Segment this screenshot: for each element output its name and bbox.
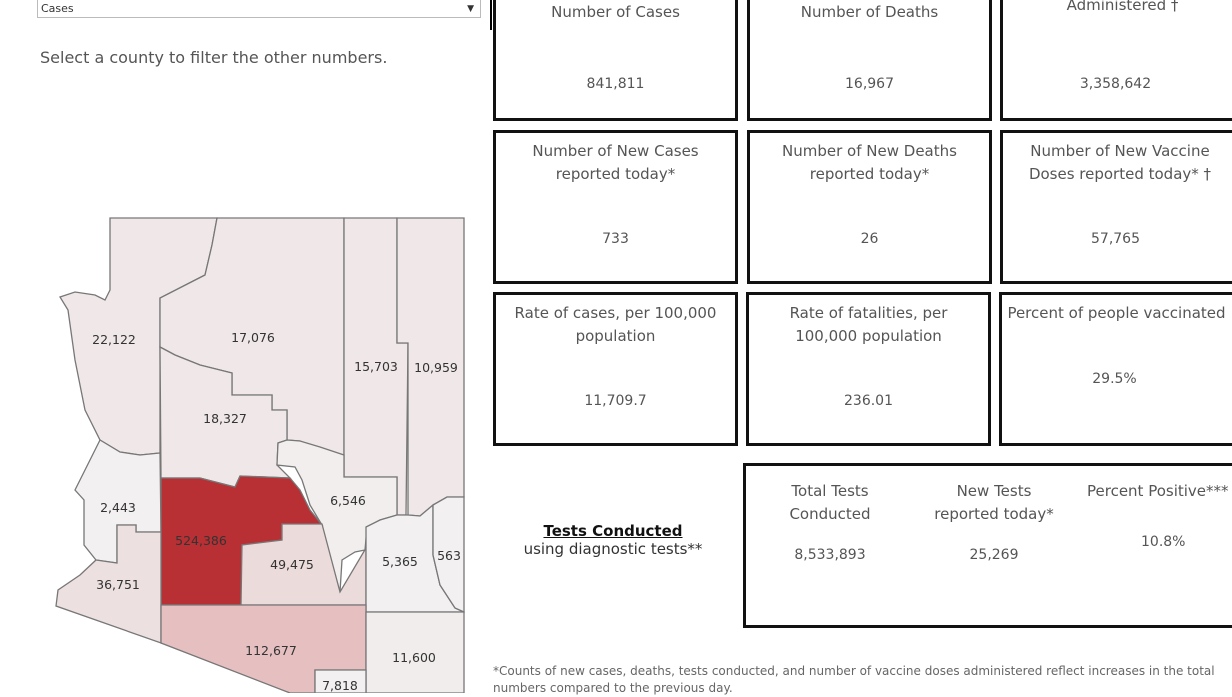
county-label: 15,703 (354, 359, 398, 374)
county-label: 2,443 (100, 500, 136, 515)
county-label: 36,751 (96, 577, 140, 592)
card-deaths: Number of Deaths 16,967 (747, 0, 992, 121)
card-vaccine-doses: Number of Vaccine Doses Administered †3,… (1000, 0, 1232, 121)
county-label: 49,475 (270, 557, 314, 572)
county-label: 112,677 (245, 643, 297, 658)
metric-dropdown[interactable]: Cases ▼ (37, 0, 481, 18)
card-new-cases: Number of New Cases reported today* 733 (493, 130, 738, 284)
county-label: 10,959 (414, 360, 458, 375)
tests-panel: Total Tests Conducted 8,533,893 New Tests… (743, 463, 1232, 628)
county-label: 11,600 (392, 650, 436, 665)
total-tests: Total Tests Conducted 8,533,893 (789, 482, 871, 563)
card-percent-vaccinated: Percent of people vaccinated 29.5% (999, 292, 1232, 446)
county-label: 5,365 (382, 554, 418, 569)
card-new-deaths: Number of New Deaths reported today* 26 (747, 130, 992, 284)
card-fatality-rate: Rate of fatalities, per 100,000 populati… (746, 292, 991, 446)
county-santa-cruz[interactable] (314, 669, 367, 693)
county-label: 524,386 (175, 533, 227, 548)
county-label: 7,818 (322, 678, 358, 693)
county-label: 563 (437, 548, 461, 563)
divider (490, 0, 492, 30)
footnote: *Counts of new cases, deaths, tests cond… (493, 664, 1215, 695)
dropdown-value: Cases (41, 2, 74, 15)
percent-positive: Percent Positive*** 10.8% (1087, 482, 1229, 550)
county-label: 6,546 (330, 493, 366, 508)
county-greenlee[interactable] (432, 496, 465, 614)
map-hint: Select a county to filter the other numb… (40, 48, 388, 67)
county-label: 22,122 (92, 332, 136, 347)
card-new-vaccine-doses: Number of New Vaccine Doses reported tod… (1000, 130, 1232, 284)
county-label: 18,327 (203, 411, 247, 426)
county-gila[interactable] (276, 439, 398, 593)
county-label: 17,076 (231, 330, 275, 345)
card-case-rate: Rate of cases, per 100,000 population 11,… (493, 292, 738, 446)
chevron-down-icon: ▼ (467, 4, 474, 14)
card-cases: Number of Cases 841,811 (493, 0, 738, 121)
county-yuma[interactable] (55, 524, 162, 644)
county-map: 22,122 17,076 15,703 10,959 18,327 6,546… (55, 217, 465, 693)
new-tests: New Tests reported today* 25,269 (934, 482, 1054, 563)
county-cochise[interactable] (365, 611, 465, 693)
tests-heading: Tests Conducted using diagnostic tests** (523, 522, 703, 558)
